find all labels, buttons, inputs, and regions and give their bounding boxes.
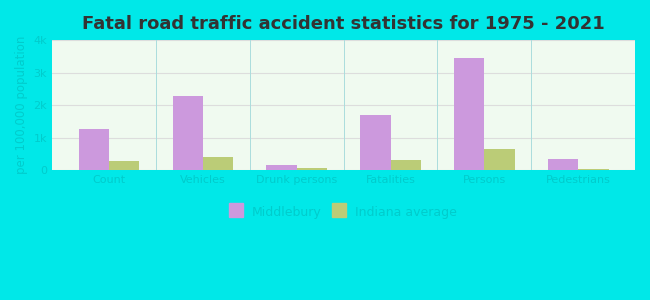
Bar [578, 169, 608, 170]
Bar [266, 164, 296, 170]
Bar [454, 58, 484, 170]
Bar [203, 157, 233, 170]
Bar [549, 159, 578, 170]
Bar [484, 149, 515, 170]
Bar [361, 115, 391, 170]
Bar [79, 129, 109, 170]
Bar [391, 160, 421, 170]
Bar [296, 168, 326, 170]
Title: Fatal road traffic accident statistics for 1975 - 2021: Fatal road traffic accident statistics f… [82, 15, 605, 33]
Y-axis label: per 100,000 population: per 100,000 population [15, 36, 28, 174]
Bar [172, 96, 203, 170]
Bar [109, 161, 138, 170]
Legend: Middlebury, Indiana average: Middlebury, Indiana average [230, 206, 457, 219]
